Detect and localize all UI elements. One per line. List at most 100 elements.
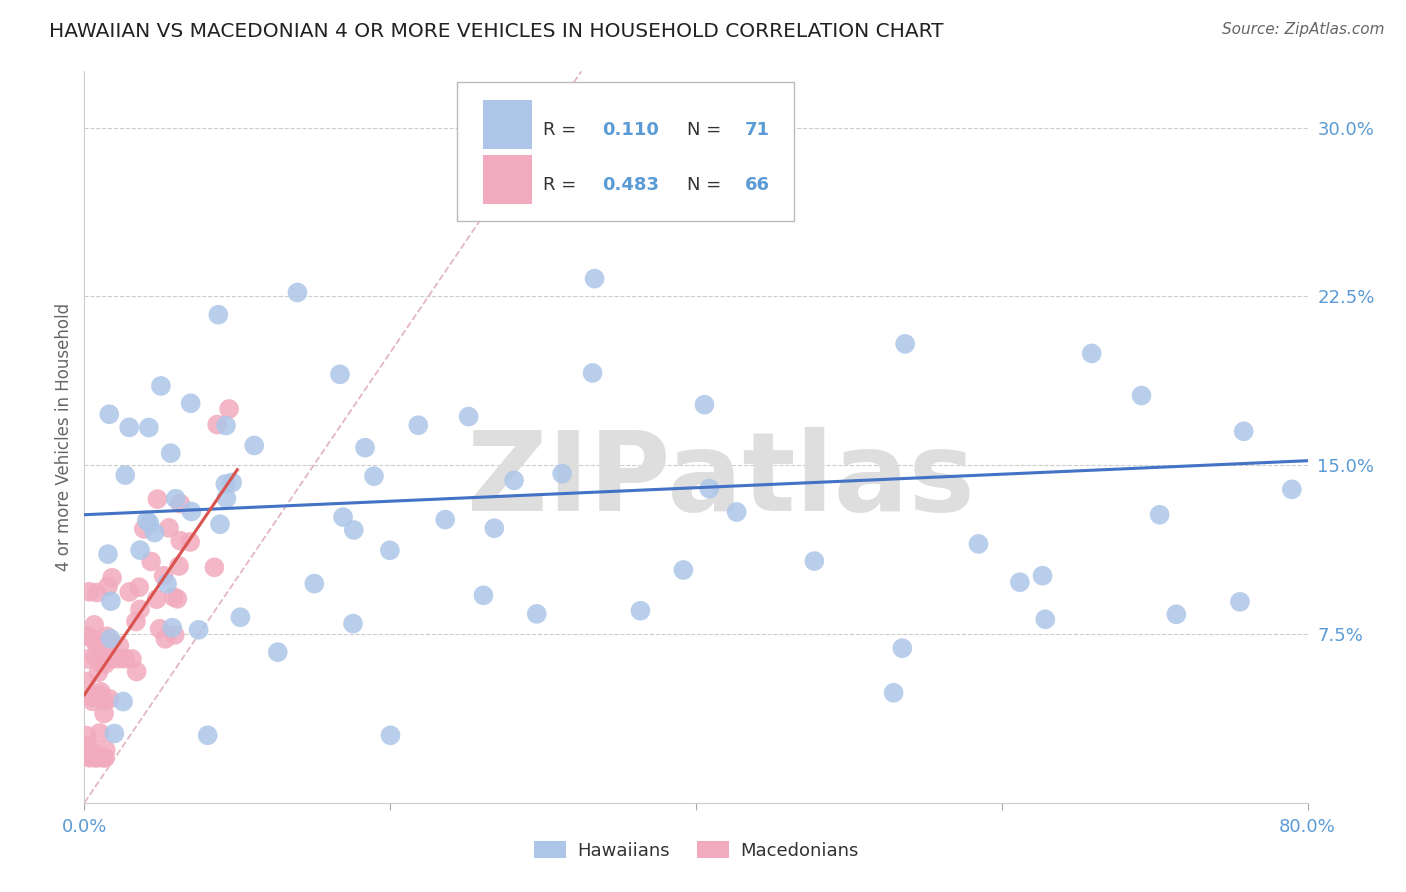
Point	[329, 368, 352, 382]
Point	[1008, 575, 1031, 590]
Point	[229, 610, 252, 624]
Point	[457, 409, 479, 424]
Point	[179, 535, 201, 549]
Point	[378, 543, 401, 558]
Point	[197, 728, 219, 742]
Point	[342, 616, 364, 631]
Y-axis label: 4 or more Vehicles in Household: 4 or more Vehicles in Household	[55, 303, 73, 571]
Point	[1032, 568, 1054, 582]
Text: Source: ZipAtlas.com: Source: ZipAtlas.com	[1222, 22, 1385, 37]
Point	[162, 621, 184, 635]
Point	[94, 657, 117, 671]
Text: ZIPatlas: ZIPatlas	[467, 427, 974, 534]
Point	[169, 497, 191, 511]
Point	[132, 522, 155, 536]
Text: N =: N =	[688, 121, 727, 139]
Point	[138, 516, 160, 531]
Point	[90, 653, 112, 667]
Point	[80, 749, 103, 764]
Point	[86, 585, 108, 599]
Point	[163, 628, 186, 642]
Point	[215, 491, 238, 506]
Point	[243, 438, 266, 452]
Point	[434, 512, 457, 526]
Point	[169, 533, 191, 548]
Point	[215, 418, 238, 433]
Point	[138, 420, 160, 434]
Point	[1166, 607, 1188, 622]
Point	[87, 665, 110, 680]
Point	[304, 576, 326, 591]
Point	[89, 688, 111, 702]
Text: R =: R =	[543, 176, 582, 194]
Point	[149, 379, 172, 393]
Point	[94, 640, 117, 655]
Point	[1229, 595, 1251, 609]
Point	[967, 537, 990, 551]
Point	[84, 637, 107, 651]
Point	[883, 686, 905, 700]
Point	[89, 726, 111, 740]
Point	[90, 685, 112, 699]
Point	[108, 652, 131, 666]
Point	[1080, 346, 1102, 360]
Point	[891, 641, 914, 656]
Text: 66: 66	[745, 176, 770, 194]
Point	[128, 580, 150, 594]
Point	[100, 632, 122, 646]
Point	[472, 588, 495, 602]
Point	[84, 650, 107, 665]
Point	[159, 446, 181, 460]
Point	[551, 467, 574, 481]
Point	[156, 576, 179, 591]
Point	[630, 604, 652, 618]
Point	[114, 651, 136, 665]
Legend: Hawaiians, Macedonians: Hawaiians, Macedonians	[526, 834, 866, 867]
Point	[86, 751, 108, 765]
Point	[93, 648, 115, 663]
Point	[1149, 508, 1171, 522]
Point	[1130, 388, 1153, 402]
Point	[98, 407, 121, 421]
Point	[98, 691, 121, 706]
Point	[1033, 612, 1056, 626]
Point	[180, 504, 202, 518]
Point	[218, 401, 240, 416]
Point	[139, 554, 162, 568]
Point	[363, 469, 385, 483]
FancyBboxPatch shape	[457, 82, 794, 221]
Point	[380, 728, 402, 742]
Point	[894, 337, 917, 351]
Point	[697, 482, 720, 496]
Point	[112, 695, 135, 709]
Point	[97, 547, 120, 561]
Point	[581, 366, 603, 380]
Point	[180, 396, 202, 410]
Point	[96, 629, 118, 643]
Point	[484, 521, 506, 535]
Point	[187, 623, 209, 637]
Point	[143, 525, 166, 540]
Point	[1233, 425, 1256, 439]
Point	[75, 674, 97, 689]
Point	[152, 568, 174, 582]
Point	[267, 645, 290, 659]
Point	[146, 492, 169, 507]
Point	[503, 474, 526, 488]
Point	[221, 475, 243, 490]
Point	[354, 441, 377, 455]
Point	[205, 417, 228, 432]
Point	[90, 640, 112, 654]
Point	[287, 285, 309, 300]
Point	[166, 591, 188, 606]
Point	[118, 420, 141, 434]
Text: R =: R =	[543, 121, 582, 139]
FancyBboxPatch shape	[484, 154, 531, 203]
Point	[82, 632, 104, 646]
Point	[114, 468, 136, 483]
Point	[332, 510, 354, 524]
Point	[157, 521, 180, 535]
Point	[76, 729, 98, 743]
Text: 0.110: 0.110	[602, 121, 658, 139]
Point	[121, 652, 143, 666]
